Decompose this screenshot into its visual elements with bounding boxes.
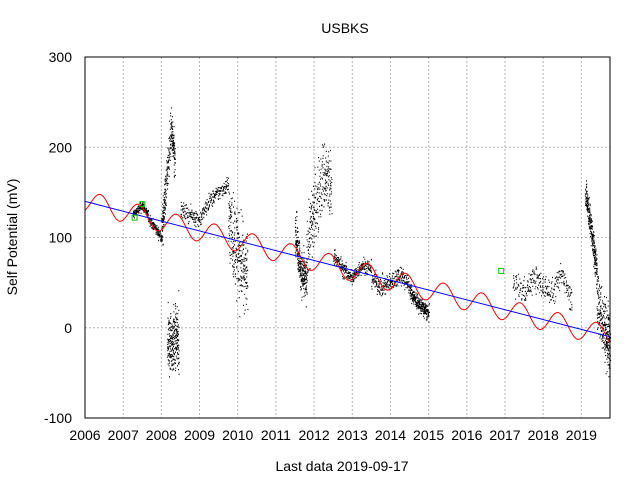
manual-point — [131, 214, 138, 221]
x-tick-label: 2016 — [451, 427, 482, 443]
data-points — [132, 107, 612, 378]
data-segment — [167, 290, 180, 378]
data-segment — [596, 276, 612, 378]
x-tick-label: 2008 — [146, 427, 177, 443]
x-tick-label: 2018 — [528, 427, 559, 443]
x-tick-label: 2019 — [566, 427, 597, 443]
x-tick-label: 2015 — [413, 427, 444, 443]
manual-point — [139, 201, 146, 208]
x-tick-label: 2017 — [489, 427, 520, 443]
chart-title: USBKS — [321, 20, 368, 36]
x-tick-label: 2006 — [69, 427, 100, 443]
y-ticks: -100 0 100 200 300 — [44, 49, 72, 426]
data-segment — [409, 284, 430, 323]
data-segment — [228, 191, 249, 318]
manual-points — [131, 201, 505, 274]
data-segment — [371, 266, 411, 297]
seasonal-fit — [84, 193, 611, 343]
x-tick-label: 2009 — [184, 427, 215, 443]
seasonal-curve — [84, 193, 611, 343]
data-segment — [180, 177, 230, 228]
x-tick-label: 2010 — [222, 427, 253, 443]
grid — [84, 56, 610, 419]
x-axis-label: Last data 2019-09-17 — [275, 458, 408, 474]
y-tick-label: 200 — [49, 139, 73, 155]
plot-frame — [84, 56, 611, 419]
trend-line-path — [84, 200, 611, 338]
x-ticks: 2006 2007 2008 2009 2010 2011 2012 2013 2014 2015… — [69, 427, 597, 443]
y-axis-label: Self Potential (mV) — [4, 179, 20, 296]
data-segment — [161, 107, 176, 246]
data-segment — [584, 180, 598, 289]
trend-line — [84, 200, 611, 338]
manual-point — [498, 267, 505, 274]
data-segment — [294, 210, 308, 308]
data-segment — [306, 143, 333, 294]
x-tick-label: 2007 — [108, 427, 139, 443]
x-tick-label: 2013 — [337, 427, 368, 443]
y-tick-label: 100 — [49, 230, 73, 246]
x-tick-label: 2014 — [375, 427, 406, 443]
data-segment — [512, 262, 573, 311]
data-segment — [132, 201, 163, 242]
y-tick-label: -100 — [44, 410, 72, 426]
data-segment — [332, 249, 373, 285]
x-tick-label: 2012 — [299, 427, 330, 443]
y-tick-label: 300 — [49, 49, 73, 65]
x-tick-label: 2011 — [261, 427, 291, 443]
y-tick-label: 0 — [64, 320, 72, 336]
